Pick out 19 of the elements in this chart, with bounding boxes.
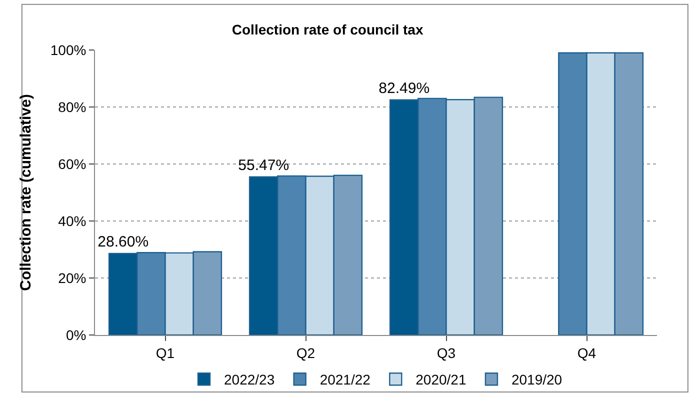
- legend-label: 2022/23: [224, 372, 275, 388]
- legend-label: 2021/22: [320, 372, 371, 388]
- x-tick-label: Q1: [156, 344, 175, 361]
- y-tick-label: 40%: [58, 212, 86, 229]
- y-tick-label: 80%: [58, 98, 86, 115]
- legend-label: 2020/21: [416, 372, 466, 388]
- legend-label: 2019/20: [511, 372, 562, 388]
- y-tick-label: 100%: [50, 42, 86, 58]
- data-label: 82.49%: [378, 80, 430, 97]
- y-tick-label: 20%: [58, 270, 86, 286]
- x-tick-label: Q3: [436, 344, 456, 361]
- y-tick-label: 60%: [58, 156, 86, 172]
- data-label: 55.47%: [238, 156, 290, 174]
- chart-title: Collection rate of council tax: [232, 21, 424, 38]
- x-tick-label: Q4: [577, 344, 596, 361]
- y-tick-label: 0%: [66, 326, 86, 343]
- y-axis-title: Collection rate (cumulative): [18, 94, 35, 291]
- data-label: 28.60%: [98, 233, 149, 250]
- x-tick-label: Q2: [296, 344, 316, 361]
